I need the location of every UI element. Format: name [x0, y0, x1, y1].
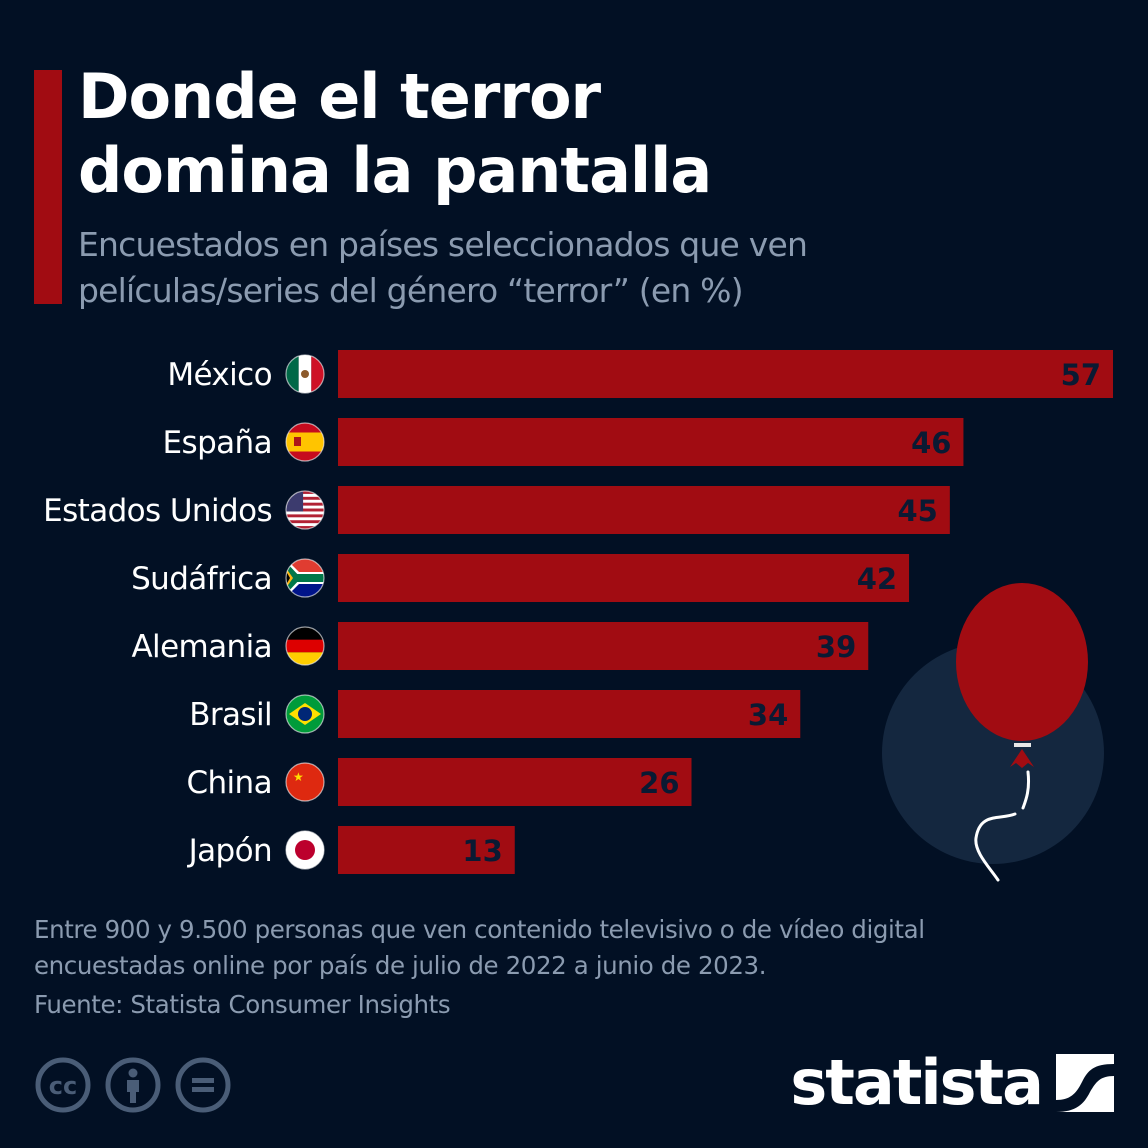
balloon-string: [974, 770, 1030, 882]
germany-flag-icon: [285, 626, 325, 666]
bar-row: 13 Japón: [187, 826, 515, 874]
mexico-flag-icon: [285, 354, 325, 394]
bar: [338, 758, 692, 806]
value-label: 39: [816, 630, 856, 664]
bar-row: 46 España: [163, 418, 964, 466]
bar: [338, 826, 515, 874]
balloon-icon: [956, 583, 1088, 741]
category-label: España: [163, 425, 272, 461]
cc-icon[interactable]: cc: [34, 1056, 92, 1114]
survey-note-text: Entre 900 y 9.500 personas que ven conte…: [34, 915, 925, 980]
license-icons: cc: [34, 1056, 232, 1114]
survey-note: Entre 900 y 9.500 personas que ven conte…: [34, 912, 925, 984]
category-label: Sudáfrica: [131, 561, 272, 597]
statista-logo[interactable]: statista: [790, 1052, 1114, 1114]
bar-row: 34 Brasil: [189, 690, 801, 738]
category-label: Estados Unidos: [43, 493, 272, 529]
balloon-illustration: [882, 583, 1104, 882]
value-label: 26: [639, 766, 679, 800]
category-label: Brasil: [189, 697, 272, 733]
value-label: 57: [1061, 358, 1101, 392]
statista-wordmark: statista: [790, 1046, 1044, 1119]
category-label: Alemania: [131, 629, 272, 665]
value-label: 13: [462, 834, 502, 868]
bar-chart: 57 México 46 España 45 Estados Unidos 42 Sudáfr…: [43, 350, 1113, 882]
south-africa-flag-icon: [285, 558, 325, 598]
value-label: 46: [911, 426, 951, 460]
brazil-flag-icon: [285, 694, 325, 734]
attribution-icon[interactable]: [104, 1056, 162, 1114]
china-flag-icon: ★: [285, 762, 325, 802]
balloon-knot: [1010, 749, 1034, 768]
spain-flag-icon: [285, 422, 325, 462]
no-derivatives-icon[interactable]: [174, 1056, 232, 1114]
bar-row: 26 China ★: [186, 758, 692, 806]
svg-text:cc: cc: [49, 1072, 77, 1100]
japan-flag-icon: [285, 830, 325, 870]
value-label: 45: [897, 494, 937, 528]
bar: [338, 350, 1113, 398]
bar: [338, 554, 910, 602]
category-label: China: [186, 765, 272, 801]
category-label: México: [167, 357, 272, 393]
bar-row: 45 Estados Unidos: [43, 486, 950, 534]
statista-logo-icon: [1056, 1054, 1114, 1112]
value-label: 42: [857, 562, 897, 596]
value-label: 34: [748, 698, 788, 732]
bar-row: 42 Sudáfrica: [131, 554, 910, 602]
title-accent-bar: [34, 70, 62, 304]
svg-text:★: ★: [293, 770, 304, 784]
bar-row: 57 México: [167, 350, 1113, 398]
chart-title: Donde el terror domina la pantalla: [78, 60, 712, 207]
balloon-neck: [1014, 743, 1031, 747]
bar: [338, 622, 869, 670]
usa-flag-icon: [285, 490, 325, 530]
chart-subtitle: Encuestados en países seleccionados que …: [78, 225, 808, 310]
source-text: Fuente: Statista Consumer Insights: [34, 990, 451, 1019]
category-label: Japón: [187, 833, 272, 869]
bar-row: 39 Alemania: [131, 622, 869, 670]
bar: [338, 486, 950, 534]
bar: [338, 690, 801, 738]
bar: [338, 418, 964, 466]
